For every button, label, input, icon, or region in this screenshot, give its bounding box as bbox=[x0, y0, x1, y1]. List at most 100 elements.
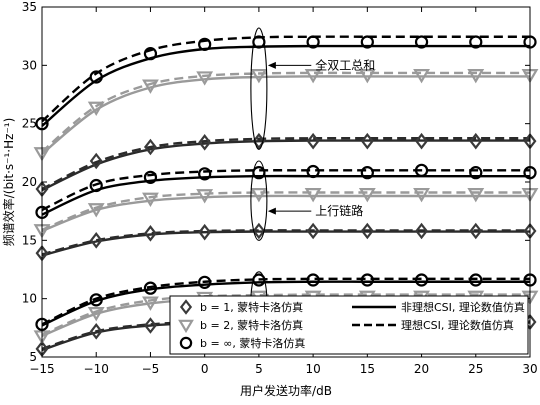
data-point-triangle-down-1-3 bbox=[196, 189, 214, 204]
data-point-diamond-0-4 bbox=[252, 132, 266, 150]
legend-marker-1 bbox=[178, 319, 194, 334]
annotation-label-0: 全双工总和 bbox=[315, 57, 375, 72]
data-point-circle-1-1 bbox=[89, 178, 103, 193]
legend-label-3: 非理想CSI, 理论数值仿真 bbox=[401, 300, 525, 314]
data-point-diamond-1-6 bbox=[360, 222, 374, 240]
series-line-17 bbox=[41, 277, 530, 326]
series-line-11 bbox=[41, 169, 530, 212]
data-point-triangle-down-1-5 bbox=[304, 188, 322, 203]
data-point-triangle-down-0-7 bbox=[413, 69, 430, 84]
annotation-ellipse-0 bbox=[250, 27, 268, 150]
data-point-triangle-down-0-2 bbox=[142, 79, 159, 94]
data-point-circle-2-2 bbox=[143, 281, 158, 295]
data-point-triangle-down-1-1 bbox=[87, 203, 105, 218]
data-point-circle-2-3 bbox=[198, 275, 212, 289]
data-point-diamond-1-4 bbox=[252, 222, 266, 240]
data-point-diamond-0-5 bbox=[306, 132, 320, 150]
annotation-arrow-head-0 bbox=[267, 61, 276, 69]
y-tick-label-3: 20 bbox=[22, 175, 37, 189]
legend-marker-0 bbox=[179, 299, 193, 315]
data-point-circle-1-8 bbox=[469, 166, 483, 180]
data-point-circle-0-1 bbox=[89, 70, 103, 84]
data-point-circle-2-7 bbox=[414, 273, 429, 287]
data-point-circle-1-5 bbox=[306, 164, 320, 179]
data-point-triangle-down-0-3 bbox=[196, 71, 214, 86]
data-point-diamond-1-2 bbox=[143, 225, 157, 242]
data-point-diamond-0-2 bbox=[143, 138, 157, 156]
y-tick-label-0: 5 bbox=[29, 350, 37, 364]
data-point-diamond-2-1 bbox=[89, 323, 103, 340]
data-point-diamond-0-1 bbox=[89, 152, 103, 170]
data-point-circle-0-3 bbox=[198, 37, 212, 51]
series-line-4 bbox=[41, 44, 530, 127]
x-tick-label-4: 5 bbox=[255, 362, 263, 376]
y-tick-label-4: 25 bbox=[22, 117, 37, 131]
data-point-circle-0-7 bbox=[414, 35, 429, 49]
data-point-circle-2-8 bbox=[469, 273, 483, 287]
series-line-5 bbox=[41, 35, 530, 123]
data-point-diamond-0-8 bbox=[469, 132, 483, 150]
legend-label-0: b = 1, 蒙特卡洛仿真 bbox=[200, 300, 303, 314]
x-tick-label-9: 30 bbox=[522, 362, 537, 376]
data-point-diamond-1-7 bbox=[415, 222, 429, 240]
x-tick-label-3: 0 bbox=[201, 362, 209, 376]
series-line-10 bbox=[41, 174, 530, 216]
legend-label-2: b = ∞, 蒙特卡洛仿真 bbox=[200, 336, 305, 350]
x-tick-label-7: 20 bbox=[414, 362, 429, 376]
series-line-8 bbox=[41, 194, 530, 233]
y-tick-label-5: 30 bbox=[22, 58, 37, 72]
data-point-diamond-0-3 bbox=[198, 134, 212, 151]
data-point-diamond-0-6 bbox=[360, 132, 374, 150]
series-line-15 bbox=[41, 293, 530, 336]
y-axis-title: 频谱效率/(bit·s⁻¹·Hz⁻¹) bbox=[1, 118, 16, 247]
x-tick-label-0: −15 bbox=[29, 362, 54, 376]
data-point-circle-0-5 bbox=[306, 35, 320, 49]
x-tick-label-8: 25 bbox=[468, 362, 483, 376]
data-point-circle-0-6 bbox=[360, 35, 374, 49]
data-point-triangle-down-1-4 bbox=[250, 188, 268, 203]
data-point-triangle-down-0-4 bbox=[250, 69, 268, 84]
data-point-diamond-1-3 bbox=[198, 223, 212, 241]
y-tick-label-6: 35 bbox=[22, 0, 37, 14]
data-point-diamond-2-2 bbox=[143, 317, 157, 334]
data-point-triangle-down-1-7 bbox=[413, 188, 430, 203]
data-point-triangle-down-0-1 bbox=[87, 101, 105, 117]
data-point-circle-0-2 bbox=[143, 47, 158, 61]
data-point-circle-1-3 bbox=[198, 167, 212, 181]
series-line-3 bbox=[41, 71, 530, 153]
data-point-circle-2-6 bbox=[360, 273, 374, 287]
x-axis-title: 用户发送功率/dB bbox=[240, 383, 332, 398]
data-point-triangle-down-1-2 bbox=[142, 192, 159, 208]
series-line-1 bbox=[41, 137, 530, 191]
x-tick-label-2: −5 bbox=[142, 362, 160, 376]
data-point-circle-1-7 bbox=[414, 163, 429, 177]
data-point-triangle-down-1-6 bbox=[358, 188, 376, 203]
data-point-triangle-down-1-8 bbox=[467, 188, 485, 203]
axes-group: −15 −10 −5 0 5 10 15 20 25 30 5 10 15 20 25 30 35 用户发送功率/… bbox=[1, 0, 538, 398]
x-tick-label-1: −10 bbox=[84, 362, 109, 376]
legend-label-1: b = 2, 蒙特卡洛仿真 bbox=[200, 318, 303, 332]
data-point-triangle-down-0-8 bbox=[467, 69, 485, 84]
x-tick-label-6: 15 bbox=[360, 362, 375, 376]
data-point-triangle-down-2-2 bbox=[142, 296, 159, 311]
legend-label-4: 理想CSI, 理论数值仿真 bbox=[401, 318, 514, 332]
annotation-arrow-head-1 bbox=[267, 207, 276, 215]
series-line-0 bbox=[41, 139, 530, 192]
data-point-diamond-1-1 bbox=[89, 232, 103, 249]
legend-marker-2 bbox=[179, 336, 193, 350]
data-point-circle-2-5 bbox=[306, 273, 320, 287]
series-line-6 bbox=[41, 230, 530, 257]
y-tick-label-1: 10 bbox=[22, 292, 37, 306]
data-point-triangle-down-0-6 bbox=[358, 69, 376, 84]
annotation-label-1: 上行链路 bbox=[315, 203, 363, 218]
series-line-7 bbox=[41, 229, 530, 256]
data-point-circle-1-6 bbox=[360, 166, 374, 180]
legend: b = 1, 蒙特卡洛仿真 b = 2, 蒙特卡洛仿真 b = ∞, 蒙特卡洛仿真 非… bbox=[169, 295, 529, 355]
x-tick-label-5: 10 bbox=[305, 362, 320, 376]
data-point-diamond-0-7 bbox=[415, 132, 429, 150]
data-point-diamond-1-8 bbox=[469, 222, 483, 240]
data-point-diamond-1-5 bbox=[306, 222, 320, 240]
y-tick-label-2: 15 bbox=[22, 233, 37, 247]
